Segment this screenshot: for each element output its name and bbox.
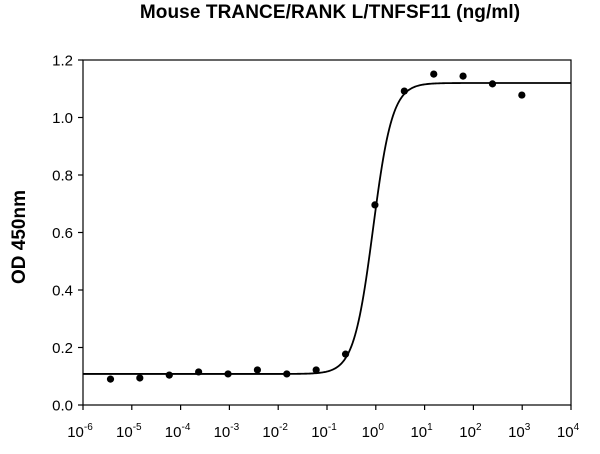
x-tick-label: 102: [459, 422, 482, 441]
data-point: [106, 375, 115, 383]
data-point: [312, 366, 320, 374]
fit-curve: [83, 82, 571, 375]
x-tick-label: 10-6: [67, 422, 93, 441]
data-point: [195, 368, 203, 376]
data-point: [459, 72, 467, 80]
y-tick-label: 0.2: [52, 340, 73, 357]
data-point: [371, 201, 379, 209]
y-tick-label: 0.6: [52, 225, 73, 242]
data-point: [430, 70, 438, 78]
x-tick-label: 104: [557, 422, 580, 441]
y-tick-label: 0.0: [52, 398, 73, 415]
x-axis-ticks: 10-6 10-5 10-4 10-3 10-2 10-1 100 101 102 103 104: [67, 405, 580, 441]
y-tick-label: 1.0: [52, 110, 73, 127]
x-tick-label: 103: [508, 422, 531, 441]
x-tick-label: 100: [362, 422, 385, 441]
y-tick-label: 0.4: [52, 283, 73, 300]
data-point: [518, 91, 526, 99]
data-point: [400, 87, 408, 95]
data-point: [341, 350, 350, 358]
data-point: [253, 366, 262, 374]
data-point: [136, 374, 144, 382]
x-tick-label: 10-5: [116, 422, 142, 441]
y-axis-ticks: 0.0 0.2 0.4 0.6 0.8 1.0 1.2: [52, 53, 83, 415]
chart-title: Mouse TRANCE/RANK L/TNFSF11 (ng/ml): [139, 2, 521, 23]
x-tick-label: 10-3: [214, 422, 240, 441]
x-tick-label: 10-4: [165, 422, 191, 441]
y-tick-label: 0.8: [52, 168, 73, 185]
x-tick-label: 101: [410, 422, 433, 441]
plot-frame: [82, 59, 572, 406]
data-point: [283, 370, 291, 378]
data-point: [224, 370, 232, 378]
data-points: [106, 70, 526, 383]
data-point: [488, 80, 497, 88]
x-tick-label: 10-1: [311, 422, 337, 441]
x-tick-label: 10-2: [262, 422, 288, 441]
y-tick-label: 1.2: [52, 53, 73, 70]
data-point: [165, 371, 173, 379]
